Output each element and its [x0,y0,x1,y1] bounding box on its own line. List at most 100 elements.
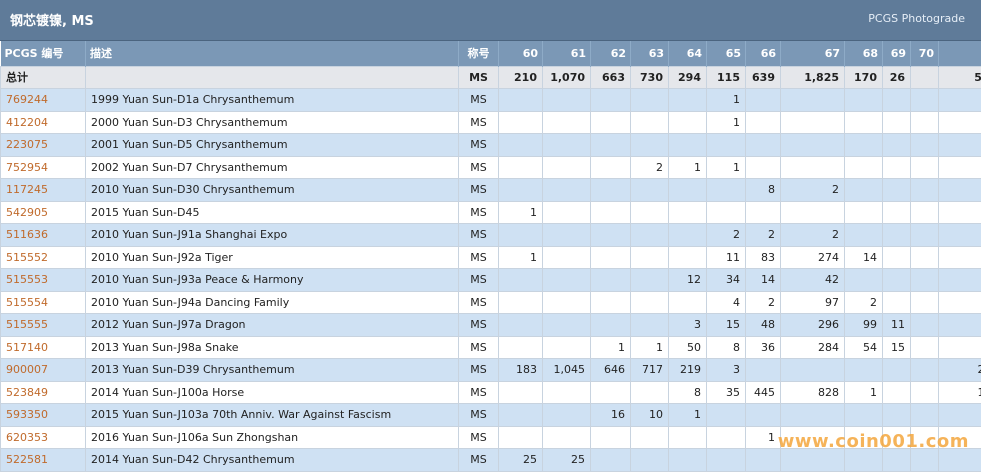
grade-count-cell [707,449,746,472]
grade-count-cell: 4 [707,291,746,314]
pcgs-number-link[interactable]: 522581 [6,453,48,466]
column-header[interactable]: 64 [669,41,707,66]
pcgs-number-link[interactable]: 117245 [6,183,48,196]
pcgs-number-cell: 515553 [1,269,86,292]
grade-count-cell [883,134,911,157]
pcgs-number-link[interactable]: 523849 [6,386,48,399]
total-cell: 294 [669,66,707,89]
grade-count-cell [883,359,911,382]
grade-count-cell [669,111,707,134]
grade-count-cell: 1 [669,156,707,179]
pcgs-number-link[interactable]: 593350 [6,408,48,421]
designation-cell: MS [459,314,499,337]
pcgs-number-link[interactable]: 515552 [6,251,48,264]
description-cell: 2013 Yuan Sun-D39 Chrysanthemum [86,359,459,382]
grade-count-cell [631,111,669,134]
title-bar: 钢芯镀镍, MS PCGS Photograde [0,0,981,41]
grade-count-cell: 2 [746,224,781,247]
column-header[interactable]: 60 [499,41,543,66]
grade-count-cell: 6 [939,224,981,247]
grade-count-cell [591,426,631,449]
column-header[interactable]: PCGS 编号 [1,41,86,66]
grade-count-cell [911,179,939,202]
pcgs-number-cell: 900007 [1,359,86,382]
total-cell [911,66,939,89]
designation-cell: MS [459,269,499,292]
designation-cell: MS [459,381,499,404]
column-header[interactable]: 62 [591,41,631,66]
column-header[interactable]: 63 [631,41,669,66]
pcgs-number-link[interactable]: 620353 [6,431,48,444]
description-cell: 2016 Yuan Sun-J106a Sun Zhongshan [86,426,459,449]
grade-count-cell: 2 [939,134,981,157]
pcgs-number-link[interactable]: 515554 [6,296,48,309]
grade-count-cell: 1,045 [543,359,591,382]
grade-count-cell: 48 [746,314,781,337]
grade-count-cell [543,426,591,449]
grade-count-cell: 25 [543,449,591,472]
grade-count-cell [707,134,746,157]
designation-cell: MS [459,404,499,427]
grade-count-cell: 2 [845,291,883,314]
pcgs-number-link[interactable]: 900007 [6,363,48,376]
grade-count-cell [781,89,845,112]
grade-count-cell: 473 [939,314,981,337]
grade-count-cell [543,89,591,112]
description-cell: 2010 Yuan Sun-J93a Peace & Harmony [86,269,459,292]
pcgs-number-cell: 117245 [1,179,86,202]
grade-count-cell: 219 [669,359,707,382]
grade-count-cell: 1 [939,89,981,112]
grade-count-cell [911,89,939,112]
total-cell: MS [459,66,499,89]
column-header[interactable]: 总计 [939,41,981,66]
grade-count-cell [845,201,883,224]
description-cell: 2014 Yuan Sun-J100a Horse [86,381,459,404]
description-cell: 2015 Yuan Sun-J103a 70th Anniv. War Agai… [86,404,459,427]
grade-count-cell [911,111,939,134]
designation-cell: MS [459,291,499,314]
grade-count-cell: 388 [939,246,981,269]
grade-count-cell: 2 [781,179,845,202]
pcgs-number-link[interactable]: 511636 [6,228,48,241]
grade-count-cell [499,179,543,202]
grade-count-cell [746,359,781,382]
grade-count-cell [911,201,939,224]
grade-count-cell: 183 [499,359,543,382]
pcgs-number-link[interactable]: 769244 [6,93,48,106]
grade-count-cell: 1 [939,201,981,224]
description-cell: 2001 Yuan Sun-D5 Chrysanthemum [86,134,459,157]
photograde-link[interactable]: PCGS Photograde [868,12,965,25]
column-header[interactable]: 61 [543,41,591,66]
grade-count-cell: 8 [746,179,781,202]
pcgs-number-link[interactable]: 223075 [6,138,48,151]
column-header[interactable]: 70 [911,41,939,66]
pcgs-number-link[interactable]: 517140 [6,341,48,354]
grade-count-cell [781,359,845,382]
column-header[interactable]: 描述 [86,41,459,66]
pcgs-number-link[interactable]: 542905 [6,206,48,219]
column-header[interactable]: 69 [883,41,911,66]
total-cell: 26 [883,66,911,89]
pcgs-number-cell: 620353 [1,426,86,449]
grade-count-cell [543,246,591,269]
grade-count-cell [746,134,781,157]
column-header[interactable]: 66 [746,41,781,66]
grade-count-cell: 25 [499,449,543,472]
grade-count-cell: 1 [707,156,746,179]
column-header[interactable]: 65 [707,41,746,66]
pcgs-number-link[interactable]: 752954 [6,161,48,174]
pcgs-number-link[interactable]: 515555 [6,318,48,331]
column-header[interactable]: 称号 [459,41,499,66]
pcgs-number-link[interactable]: 412204 [6,116,48,129]
column-header[interactable]: 68 [845,41,883,66]
grade-count-cell: 1 [669,404,707,427]
pcgs-number-link[interactable]: 515553 [6,273,48,286]
column-header[interactable]: 67 [781,41,845,66]
total-cell: 663 [591,66,631,89]
grade-count-cell: 2 [631,156,669,179]
